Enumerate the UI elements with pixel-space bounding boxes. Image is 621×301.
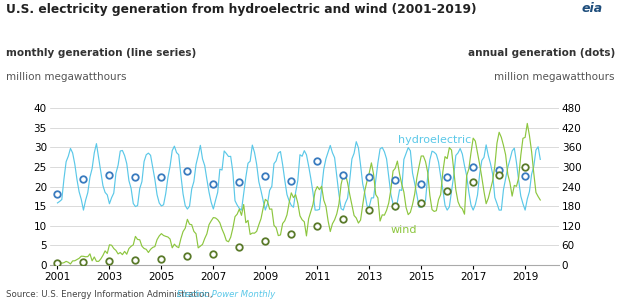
Point <box>520 165 530 169</box>
Point <box>338 217 348 222</box>
Point <box>442 189 452 194</box>
Point <box>234 180 244 185</box>
Point <box>53 260 63 265</box>
Point <box>390 178 400 183</box>
Point <box>312 158 322 163</box>
Text: million megawatthours: million megawatthours <box>6 72 127 82</box>
Point <box>416 181 426 186</box>
Point <box>390 203 400 208</box>
Point <box>260 173 270 178</box>
Point <box>234 244 244 249</box>
Point <box>183 254 193 259</box>
Point <box>442 175 452 180</box>
Point <box>209 182 219 187</box>
Point <box>78 259 88 264</box>
Point <box>365 208 374 213</box>
Text: hydroelectric: hydroelectric <box>399 135 472 145</box>
Point <box>494 173 504 178</box>
Point <box>338 172 348 177</box>
Text: Source: U.S. Energy Information Administration,: Source: U.S. Energy Information Administ… <box>6 290 215 299</box>
Point <box>520 173 530 178</box>
Point <box>53 192 63 197</box>
Point <box>260 238 270 243</box>
Text: annual generation (dots): annual generation (dots) <box>468 48 615 58</box>
Text: million megawatthours: million megawatthours <box>494 72 615 82</box>
Point <box>104 259 114 264</box>
Point <box>183 168 193 173</box>
Point <box>365 175 374 180</box>
Point <box>312 223 322 228</box>
Point <box>494 167 504 172</box>
Point <box>468 165 478 169</box>
Text: monthly generation (line series): monthly generation (line series) <box>6 48 196 58</box>
Text: eia: eia <box>581 2 602 14</box>
Point <box>286 231 296 236</box>
Point <box>416 200 426 205</box>
Point <box>130 175 140 180</box>
Point <box>156 175 166 179</box>
Point <box>156 257 166 262</box>
Point <box>468 180 478 185</box>
Point <box>130 258 140 263</box>
Point <box>209 251 219 256</box>
Text: wind: wind <box>391 225 417 235</box>
Text: Electric Power Monthly: Electric Power Monthly <box>177 290 275 299</box>
Text: U.S. electricity generation from hydroelectric and wind (2001-2019): U.S. electricity generation from hydroel… <box>6 3 477 16</box>
Point <box>286 179 296 184</box>
Point <box>78 176 88 181</box>
Point <box>104 172 114 177</box>
